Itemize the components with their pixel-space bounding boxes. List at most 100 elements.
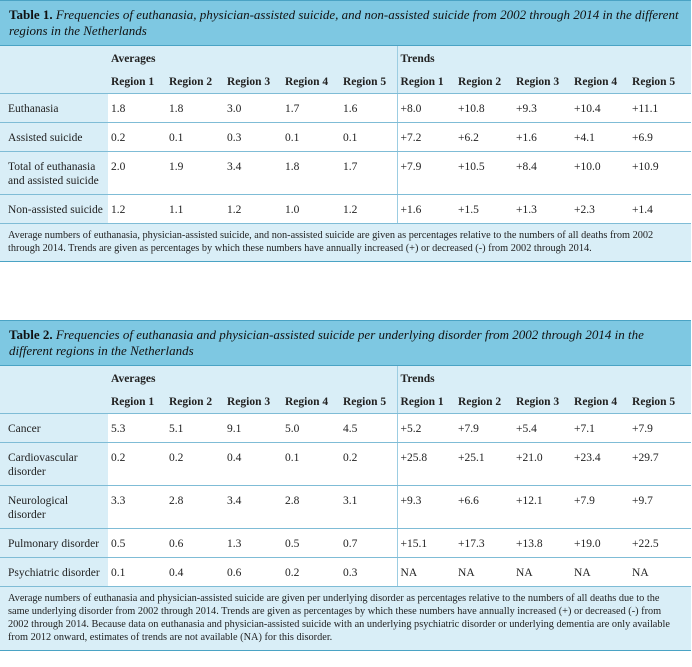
column-header: Region 5 <box>629 391 692 414</box>
table-cell: +1.4 <box>629 194 692 224</box>
table-cell: +7.9 <box>571 485 630 529</box>
table-cell: +9.3 <box>513 93 572 123</box>
table-row: Cancer 5.3 5.1 9.1 5.0 4.5 +5.2 +7.9 +5.4 +7.1 +7.… <box>0 413 692 443</box>
column-header: Region 4 <box>282 71 340 94</box>
table-cell: +6.2 <box>455 122 514 152</box>
table-cell: 3.4 <box>224 151 282 195</box>
trends-header: Trends <box>396 46 692 71</box>
table-cell: 0.3 <box>224 122 282 152</box>
table-cell: +1.6 <box>513 122 572 152</box>
table-cell: +7.9 <box>629 413 692 443</box>
column-header: Region 3 <box>513 71 572 94</box>
table-row: Cardiovascular disorder 0.2 0.2 0.4 0.1 0.2 +2… <box>0 442 692 486</box>
table-cell: 0.5 <box>108 528 166 558</box>
table-cell: 0.4 <box>224 442 282 486</box>
table-cell: 1.1 <box>166 194 224 224</box>
table-cell: 0.1 <box>282 442 340 486</box>
table-2-grid: Averages Trends Region 1 Region 2 Region 3… <box>0 366 692 587</box>
table-cell: +17.3 <box>455 528 514 558</box>
table-cell: 2.0 <box>108 151 166 195</box>
table-cell: +1.3 <box>513 194 572 224</box>
table-cell: 2.8 <box>166 485 224 529</box>
table-cell: 0.4 <box>166 557 224 587</box>
table-cell: 1.7 <box>340 151 398 195</box>
table-cell: 0.1 <box>282 122 340 152</box>
table-row: Pulmonary disorder 0.5 0.6 1.3 0.5 0.7 +15.1 +1… <box>0 528 692 558</box>
table-cell: +12.1 <box>513 485 572 529</box>
table-cell: 1.2 <box>340 194 398 224</box>
column-header-row: Region 1 Region 2 Region 3 Region 4 Region 5… <box>0 391 692 414</box>
table-cell: +21.0 <box>513 442 572 486</box>
column-header: Region 1 <box>108 71 166 94</box>
table-cell: +7.2 <box>396 122 456 152</box>
table-cell: +7.9 <box>396 151 456 195</box>
table-cell: +13.8 <box>513 528 572 558</box>
column-header: Region 3 <box>513 391 572 414</box>
table-cell: 0.5 <box>282 528 340 558</box>
averages-header: Averages <box>108 366 398 391</box>
table-cell: 3.1 <box>340 485 398 529</box>
averages-header: Averages <box>108 46 398 71</box>
table-cell: +1.6 <box>396 194 456 224</box>
table-cell: 0.7 <box>340 528 398 558</box>
table-row: Neurological disorder 3.3 2.8 3.4 2.8 3.1 +9.3… <box>0 485 692 529</box>
column-header: Region 1 <box>396 71 456 94</box>
table-cell: +8.4 <box>513 151 572 195</box>
group-header-row: Averages Trends <box>0 366 692 391</box>
table-cell: +22.5 <box>629 528 692 558</box>
table-cell: 5.0 <box>282 413 340 443</box>
table-cell: 1.8 <box>108 93 166 123</box>
column-header: Region 1 <box>108 391 166 414</box>
table-cell: NA <box>396 557 456 587</box>
table-cell: NA <box>571 557 630 587</box>
column-header: Region 2 <box>455 391 514 414</box>
table-cell: 0.1 <box>108 557 166 587</box>
table-row: Total of euthanasia and assisted suicide… <box>0 151 692 195</box>
table-cell: +11.1 <box>629 93 692 123</box>
group-header-row: Averages Trends <box>0 46 692 71</box>
table-cell: 4.5 <box>340 413 398 443</box>
table-cell: 1.0 <box>282 194 340 224</box>
table-cell: +7.9 <box>455 413 514 443</box>
table-cell: +4.1 <box>571 122 630 152</box>
table-cell: 1.8 <box>282 151 340 195</box>
column-header: Region 2 <box>166 71 224 94</box>
column-header: Region 3 <box>224 71 282 94</box>
column-header: Region 5 <box>629 71 692 94</box>
table-cell: +19.0 <box>571 528 630 558</box>
table-row: Assisted suicide 0.2 0.1 0.3 0.1 0.1 +7.2 +6.2 +… <box>0 122 692 152</box>
table-row: Non-assisted suicide 1.2 1.1 1.2 1.0 1.2 +1.6 +… <box>0 194 692 224</box>
column-header: Region 4 <box>571 391 630 414</box>
column-header: Region 2 <box>166 391 224 414</box>
table-cell: +10.4 <box>571 93 630 123</box>
table-1-title: Frequencies of euthanasia, physician-ass… <box>9 7 679 38</box>
table-cell: 0.1 <box>166 122 224 152</box>
table-cell: +6.9 <box>629 122 692 152</box>
column-header: Region 5 <box>340 391 398 414</box>
table-cell: 0.6 <box>224 557 282 587</box>
table-cell: +5.4 <box>513 413 572 443</box>
table-cell: 2.8 <box>282 485 340 529</box>
table-cell: +10.9 <box>629 151 692 195</box>
column-header: Region 2 <box>455 71 514 94</box>
table-cell: 3.0 <box>224 93 282 123</box>
table-cell: 1.3 <box>224 528 282 558</box>
table-2-title: Frequencies of euthanasia and physician-… <box>9 327 644 358</box>
table-cell: NA <box>629 557 692 587</box>
row-label: Euthanasia <box>0 93 108 123</box>
column-header: Region 5 <box>340 71 398 94</box>
table-2-label: Table 2. <box>9 327 53 342</box>
table-cell: 0.6 <box>166 528 224 558</box>
table-cell: 0.1 <box>340 122 398 152</box>
trends-header: Trends <box>396 366 692 391</box>
table-1-grid: Averages Trends Region 1 Region 2 Region 3… <box>0 46 692 224</box>
table-cell: +8.0 <box>396 93 456 123</box>
table-cell: +9.7 <box>629 485 692 529</box>
table-cell: +25.8 <box>396 442 456 486</box>
column-header-row: Region 1 Region 2 Region 3 Region 4 Region 5… <box>0 71 692 94</box>
table-cell: 0.2 <box>108 122 166 152</box>
table-1-caption: Table 1. Frequencies of euthanasia, phys… <box>0 0 691 46</box>
table-row: Psychiatric disorder 0.1 0.4 0.6 0.2 0.3 NA NA N… <box>0 557 692 587</box>
table-cell: +23.4 <box>571 442 630 486</box>
row-label: Psychiatric disorder <box>0 557 108 587</box>
